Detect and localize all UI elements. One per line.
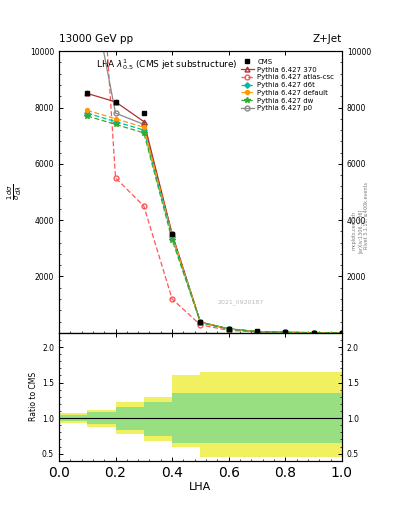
Pythia 6.427 dw (141, 130, 146, 136)
Pythia 6.427 default (255, 329, 259, 335)
Pythia 6.427 370 (283, 329, 288, 335)
CMS (283, 329, 288, 335)
Text: 13000 GeV pp: 13000 GeV pp (59, 33, 133, 44)
Pythia 6.427 d6t (311, 330, 316, 336)
Pythia 6.427 d6t (85, 110, 90, 116)
Text: Rivet 3.1.10, ≥400k events: Rivet 3.1.10, ≥400k events (364, 182, 369, 248)
Pythia 6.427 atlas-csc (340, 330, 344, 336)
Pythia 6.427 370 (198, 319, 203, 325)
Pythia 6.427 d6t (198, 319, 203, 326)
Pythia 6.427 atlas-csc (198, 322, 203, 328)
CMS (85, 90, 90, 96)
Pythia 6.427 370 (340, 330, 344, 336)
Line: Pythia 6.427 default: Pythia 6.427 default (87, 111, 342, 333)
Pythia 6.427 dw (255, 329, 259, 335)
Pythia 6.427 p0 (113, 110, 118, 116)
Pythia 6.427 default (311, 330, 316, 336)
Pythia 6.427 default (113, 116, 118, 122)
Pythia 6.427 dw (170, 237, 174, 243)
Pythia 6.427 d6t (141, 127, 146, 133)
Pythia 6.427 370 (170, 231, 174, 238)
Pythia 6.427 default (141, 124, 146, 130)
Line: CMS: CMS (85, 91, 344, 335)
Pythia 6.427 d6t (170, 234, 174, 240)
CMS (113, 99, 118, 105)
Pythia 6.427 atlas-csc (283, 329, 288, 335)
Pythia 6.427 default (170, 232, 174, 239)
CMS (340, 330, 344, 336)
Pythia 6.427 370 (226, 326, 231, 332)
Pythia 6.427 dw (340, 330, 344, 336)
Pythia 6.427 atlas-csc (141, 203, 146, 209)
X-axis label: LHA: LHA (189, 482, 211, 493)
Text: mcplots.cern.ch: mcplots.cern.ch (352, 211, 357, 250)
Pythia 6.427 p0 (340, 330, 344, 336)
Pythia 6.427 370 (85, 90, 90, 96)
Pythia 6.427 p0 (141, 121, 146, 127)
Text: 2021_II920187: 2021_II920187 (217, 299, 264, 305)
Text: LHA $\lambda^1_{0.5}$ (CMS jet substructure): LHA $\lambda^1_{0.5}$ (CMS jet substruct… (95, 57, 237, 72)
Pythia 6.427 atlas-csc (311, 330, 316, 336)
Pythia 6.427 dw (311, 330, 316, 336)
Pythia 6.427 atlas-csc (113, 175, 118, 181)
Pythia 6.427 dw (283, 329, 288, 335)
Pythia 6.427 p0 (311, 330, 316, 336)
Pythia 6.427 370 (311, 330, 316, 336)
Y-axis label: Ratio to CMS: Ratio to CMS (29, 372, 38, 421)
Pythia 6.427 default (283, 329, 288, 335)
Pythia 6.427 d6t (340, 330, 344, 336)
CMS (198, 318, 203, 325)
Y-axis label: $\frac{1}{\sigma}\frac{d\sigma}{d\lambda}$: $\frac{1}{\sigma}\frac{d\sigma}{d\lambda… (6, 184, 24, 200)
Pythia 6.427 d6t (255, 329, 259, 335)
Pythia 6.427 d6t (283, 329, 288, 335)
Text: Z+Jet: Z+Jet (313, 33, 342, 44)
CMS (311, 330, 316, 336)
Line: Pythia 6.427 370: Pythia 6.427 370 (87, 93, 342, 333)
Pythia 6.427 dw (85, 113, 90, 119)
Line: Pythia 6.427 atlas-csc: Pythia 6.427 atlas-csc (87, 0, 342, 333)
Pythia 6.427 dw (113, 121, 118, 127)
Pythia 6.427 atlas-csc (255, 329, 259, 335)
Pythia 6.427 default (85, 108, 90, 114)
CMS (226, 326, 231, 332)
Pythia 6.427 d6t (226, 326, 231, 332)
Pythia 6.427 p0 (198, 319, 203, 325)
Legend: CMS, Pythia 6.427 370, Pythia 6.427 atlas-csc, Pythia 6.427 d6t, Pythia 6.427 de: CMS, Pythia 6.427 370, Pythia 6.427 atla… (239, 57, 336, 113)
Pythia 6.427 d6t (113, 118, 118, 124)
Pythia 6.427 default (340, 330, 344, 336)
Pythia 6.427 default (226, 326, 231, 332)
Pythia 6.427 dw (226, 326, 231, 332)
Pythia 6.427 370 (141, 118, 146, 124)
Pythia 6.427 atlas-csc (226, 327, 231, 333)
Pythia 6.427 atlas-csc (170, 296, 174, 302)
Pythia 6.427 p0 (170, 231, 174, 238)
CMS (141, 110, 146, 116)
Pythia 6.427 dw (198, 319, 203, 326)
Text: [arXiv:1306.3436]: [arXiv:1306.3436] (358, 208, 363, 252)
Pythia 6.427 p0 (283, 329, 288, 335)
Pythia 6.427 p0 (255, 329, 259, 335)
CMS (255, 328, 259, 334)
Line: Pythia 6.427 p0: Pythia 6.427 p0 (87, 0, 342, 333)
Line: Pythia 6.427 d6t: Pythia 6.427 d6t (87, 113, 342, 333)
CMS (170, 231, 174, 238)
Pythia 6.427 default (198, 319, 203, 325)
Pythia 6.427 p0 (226, 326, 231, 332)
Line: Pythia 6.427 dw: Pythia 6.427 dw (87, 116, 342, 333)
Pythia 6.427 370 (113, 99, 118, 105)
Pythia 6.427 370 (255, 329, 259, 335)
